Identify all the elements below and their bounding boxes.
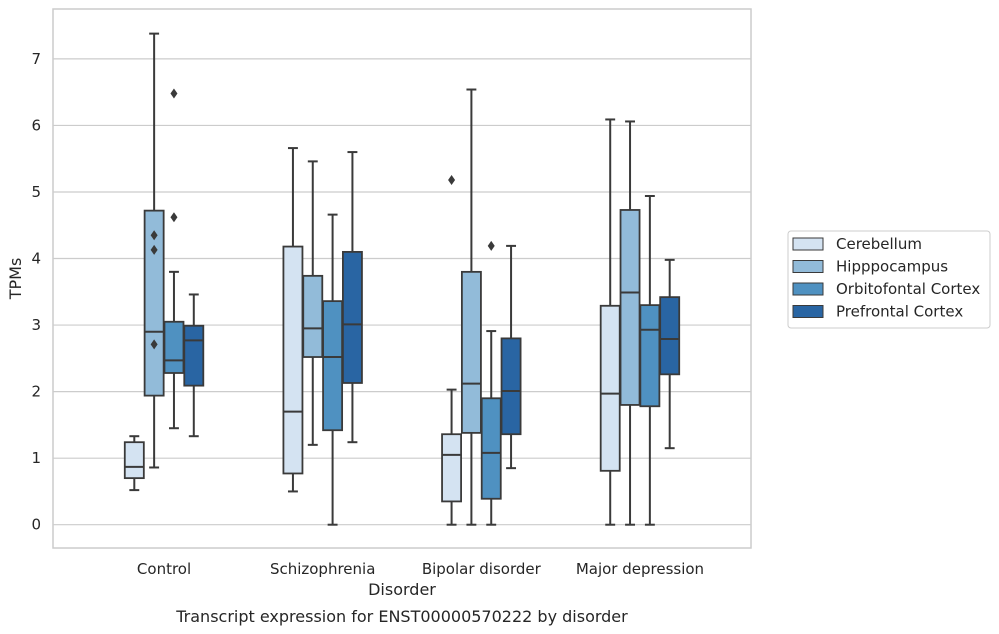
box-plot-series xyxy=(123,32,681,526)
box-hipppocampus xyxy=(302,160,324,446)
iqr-box xyxy=(460,270,482,434)
iqr-box xyxy=(480,397,502,500)
iqr-box xyxy=(183,324,205,387)
outlier-point xyxy=(170,88,178,99)
box-orbitofontal-cortex xyxy=(163,88,185,430)
box-cerebellum xyxy=(441,175,462,526)
plot-frame xyxy=(52,8,752,549)
x-tick-label: Major depression xyxy=(576,560,704,578)
outlier-point xyxy=(170,212,178,223)
iqr-box xyxy=(639,304,661,408)
box-hipppocampus xyxy=(143,32,165,469)
y-axis-ticks: 0 1 2 3 4 5 6 7 xyxy=(31,50,41,534)
iqr-box xyxy=(163,320,185,374)
iqr-box xyxy=(302,274,324,358)
legend-label: Cerebellum xyxy=(836,235,922,253)
legend-label: Hipppocampus xyxy=(836,258,948,276)
outlier-point xyxy=(150,339,158,350)
y-tick-label: 1 xyxy=(31,449,41,467)
y-tick-label: 2 xyxy=(31,383,41,401)
x-tick-label: Control xyxy=(137,560,191,578)
legend-swatch xyxy=(792,237,824,251)
legend-frame xyxy=(787,230,991,329)
iqr-box xyxy=(619,209,641,406)
iqr-box xyxy=(282,245,304,475)
iqr-box xyxy=(659,296,681,376)
outlier-point xyxy=(150,244,158,255)
y-tick-label: 4 xyxy=(31,250,41,268)
outlier-point xyxy=(487,240,495,251)
box-prefrontal-cortex xyxy=(659,258,681,450)
legend-swatch xyxy=(792,305,824,318)
x-tick-label: Schizophrenia xyxy=(270,560,375,578)
outlier-point xyxy=(150,230,158,241)
outlier-point xyxy=(448,175,456,186)
box-orbitofontal-cortex xyxy=(480,240,502,526)
legend: Cerebellum Hipppocampus Orbitofontal Corte… xyxy=(787,230,991,329)
legend-label: Orbitofontal Cortex xyxy=(836,280,980,298)
iqr-box xyxy=(322,300,344,432)
iqr-box xyxy=(441,433,462,503)
y-tick-label: 5 xyxy=(31,183,41,201)
y-tick-label: 7 xyxy=(31,50,41,68)
box-hipppocampus xyxy=(619,120,641,526)
box-prefrontal-cortex xyxy=(183,293,205,438)
x-axis-ticks: Control Schizophrenia Bipolar disorder Majo… xyxy=(137,560,704,578)
x-tick-label: Bipolar disorder xyxy=(422,560,542,578)
iqr-box xyxy=(599,304,621,472)
box-orbitofontal-cortex xyxy=(639,194,661,526)
legend-swatch xyxy=(792,260,824,273)
legend-label: Prefrontal Cortex xyxy=(836,303,963,321)
iqr-box xyxy=(342,250,363,384)
box-orbitofontal-cortex xyxy=(322,213,344,526)
box-cerebellum xyxy=(123,435,145,492)
chart-title: Transcript expression for ENST0000057022… xyxy=(175,607,628,626)
y-tick-label: 0 xyxy=(31,516,41,534)
y-axis-label: TPMs xyxy=(6,258,25,301)
y-tick-label: 3 xyxy=(31,316,41,334)
box-prefrontal-cortex xyxy=(500,244,522,470)
x-axis-label: Disorder xyxy=(368,580,436,599)
box-hipppocampus xyxy=(460,88,482,526)
box-prefrontal-cortex xyxy=(342,151,363,444)
iqr-box xyxy=(123,441,145,480)
iqr-box xyxy=(143,209,165,397)
box-cerebellum xyxy=(599,118,621,526)
box-cerebellum xyxy=(282,147,304,493)
iqr-box xyxy=(500,337,522,436)
legend-swatch xyxy=(792,282,824,296)
y-tick-label: 6 xyxy=(31,116,41,134)
